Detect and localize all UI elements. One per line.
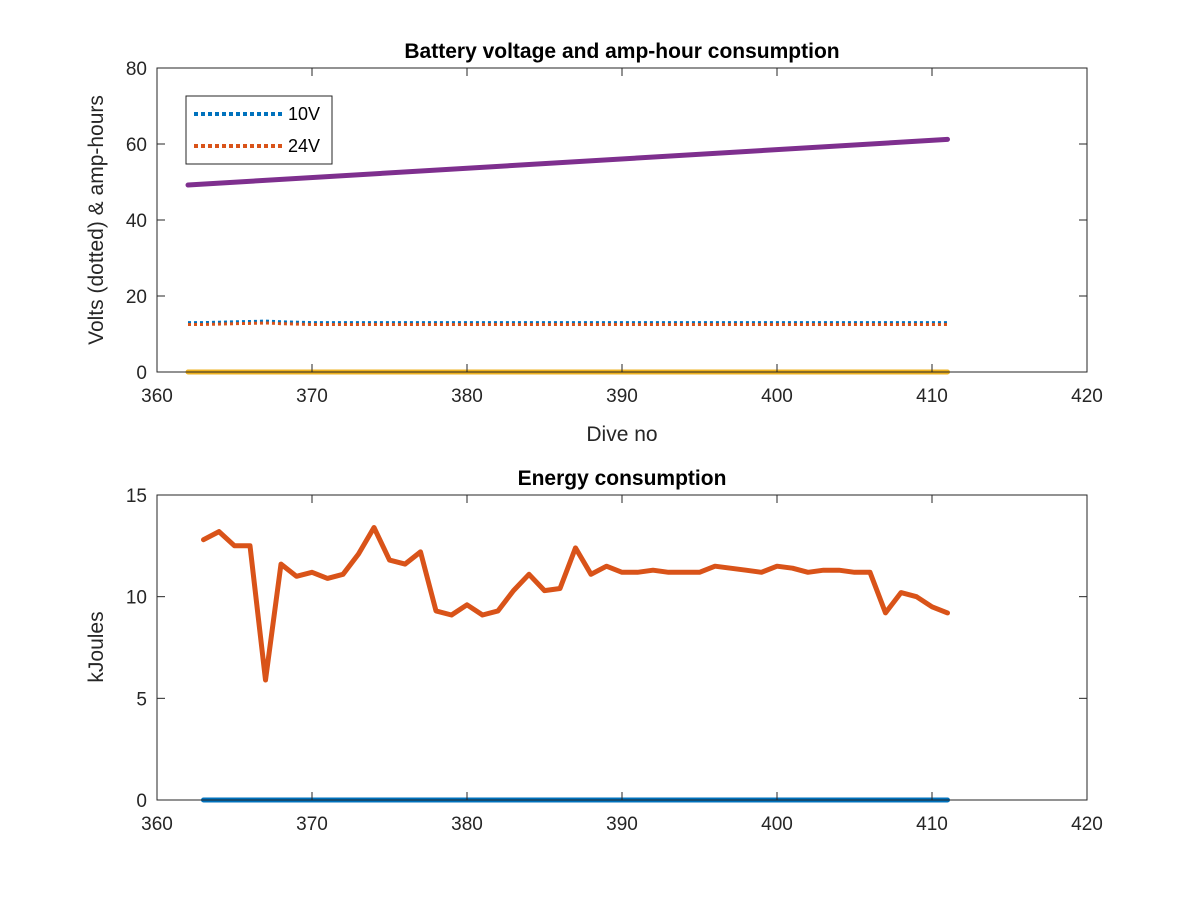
plot1-series-line-2 <box>188 321 948 326</box>
plot2-ticks-group: 360 370 380 390 400 410 420 0 5 10 15 <box>126 486 1103 835</box>
plot1-axes-box <box>156 67 1088 373</box>
plot2-x-tick-label: 380 <box>451 814 483 835</box>
plot2-x-tick-label: 390 <box>606 814 638 835</box>
legend-label-24v: 24V <box>288 136 320 156</box>
plot1-x-tick-label: 410 <box>916 386 948 407</box>
plot1-x-tick-label: 360 <box>141 386 173 407</box>
plot2-x-tick-label: 360 <box>141 814 173 835</box>
plot1-y-tick-label: 60 <box>126 135 147 156</box>
plot1-x-tick-label: 390 <box>606 386 638 407</box>
plot2-y-tick-label: 15 <box>126 486 147 507</box>
plot1-y-tick-label: 20 <box>126 287 147 308</box>
plot1-legend: 10V 24V <box>185 95 333 165</box>
voltage-amphour-plot: Battery voltage and amp-hour consumption… <box>85 40 1103 446</box>
plot1-x-tick-label: 380 <box>451 386 483 407</box>
plot2-y-tick-label: 10 <box>126 588 147 609</box>
plot1-x-tick-label: 420 <box>1071 386 1103 407</box>
energy-consumption-plot: Energy consumption kJoules 360 370 380 390 4… <box>85 467 1103 835</box>
plot1-series-line-4 <box>185 136 950 188</box>
plot1-series-line-1 <box>188 319 948 325</box>
legend-box <box>185 95 333 165</box>
plot2-y-axis-label: kJoules <box>85 611 108 682</box>
plot2-x-tick-label: 400 <box>761 814 793 835</box>
legend-label-10v: 10V <box>288 104 320 124</box>
plot1-y-tick-label: 80 <box>126 59 147 80</box>
plot2-y-tick-label: 0 <box>136 791 147 812</box>
plot2-background <box>157 495 1087 800</box>
plot1-x-axis-label: Dive no <box>586 423 657 446</box>
plot2-x-tick-label: 410 <box>916 814 948 835</box>
plot2-x-tick-label: 420 <box>1071 814 1103 835</box>
plot2-y-tick-label: 5 <box>136 689 147 710</box>
plot2-x-tick-label: 370 <box>296 814 328 835</box>
plot1-ticks-group: 360 370 380 390 400 410 420 0 20 40 60 80 <box>126 59 1103 407</box>
plot2-axes-box <box>156 494 1088 801</box>
plot1-y-tick-label: 40 <box>126 211 147 232</box>
plot2-series-line-2 <box>201 525 950 683</box>
plot1-x-tick-label: 400 <box>761 386 793 407</box>
plot1-y-axis-label: Volts (dotted) & amp-hours <box>85 95 108 345</box>
plot1-x-tick-label: 370 <box>296 386 328 407</box>
plot2-title: Energy consumption <box>518 467 727 490</box>
plot1-title: Battery voltage and amp-hour consumption <box>404 40 839 63</box>
plot1-y-tick-label: 0 <box>136 363 147 384</box>
